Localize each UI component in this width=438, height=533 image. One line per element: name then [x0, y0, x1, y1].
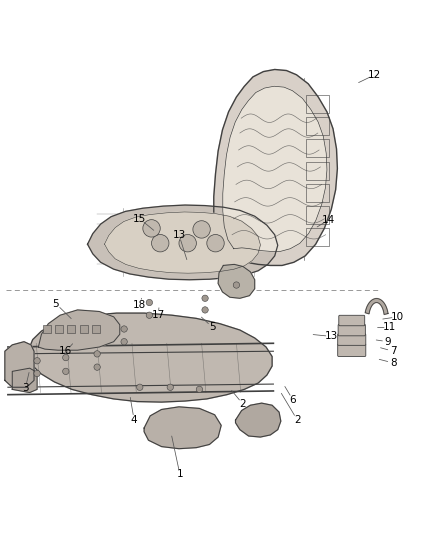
Circle shape	[167, 384, 173, 391]
Circle shape	[121, 338, 127, 345]
Text: 17: 17	[152, 310, 165, 320]
Text: 4: 4	[131, 415, 138, 425]
Text: 6: 6	[290, 395, 296, 405]
Bar	[80, 325, 88, 333]
Circle shape	[34, 370, 40, 377]
Polygon shape	[223, 86, 327, 252]
Text: 14: 14	[322, 215, 336, 225]
FancyBboxPatch shape	[338, 334, 366, 345]
FancyBboxPatch shape	[339, 316, 365, 326]
Text: 2: 2	[240, 399, 246, 409]
Circle shape	[34, 358, 40, 364]
Bar	[306, 140, 328, 157]
Text: 18: 18	[133, 300, 146, 310]
Text: 8: 8	[390, 358, 396, 368]
Text: 3: 3	[22, 383, 28, 393]
Circle shape	[233, 282, 240, 288]
Text: 11: 11	[383, 322, 396, 333]
Polygon shape	[105, 212, 261, 273]
Circle shape	[146, 300, 152, 306]
Circle shape	[193, 221, 210, 238]
Text: 5: 5	[53, 298, 59, 309]
Text: 15: 15	[133, 214, 146, 224]
Circle shape	[121, 326, 127, 332]
Polygon shape	[365, 298, 388, 314]
Polygon shape	[218, 264, 254, 298]
Bar	[43, 325, 51, 333]
Polygon shape	[27, 313, 272, 402]
Circle shape	[94, 351, 100, 357]
Text: 16: 16	[59, 346, 72, 356]
Circle shape	[196, 386, 203, 392]
Polygon shape	[5, 342, 34, 387]
Polygon shape	[214, 69, 337, 265]
FancyBboxPatch shape	[338, 324, 365, 336]
Circle shape	[94, 364, 100, 370]
Polygon shape	[88, 205, 278, 280]
Bar	[55, 325, 63, 333]
Polygon shape	[236, 403, 281, 437]
Text: 13: 13	[325, 332, 338, 342]
Text: 12: 12	[368, 70, 381, 80]
Bar	[67, 325, 75, 333]
Text: 5: 5	[209, 322, 216, 333]
Circle shape	[207, 235, 224, 252]
Bar	[306, 206, 328, 224]
Text: 7: 7	[390, 346, 396, 356]
Text: 10: 10	[391, 312, 404, 322]
Bar	[306, 95, 328, 113]
Polygon shape	[144, 407, 221, 449]
Circle shape	[152, 235, 169, 252]
Polygon shape	[12, 368, 37, 392]
Circle shape	[63, 354, 69, 361]
Text: 9: 9	[385, 337, 391, 346]
Circle shape	[143, 220, 160, 237]
Circle shape	[202, 307, 208, 313]
Circle shape	[202, 295, 208, 302]
Circle shape	[137, 384, 143, 391]
Bar	[306, 117, 328, 135]
Circle shape	[63, 368, 69, 375]
Bar	[306, 161, 328, 180]
Text: 1: 1	[177, 469, 183, 479]
Text: 2: 2	[294, 415, 300, 425]
Bar	[306, 228, 328, 246]
Bar	[306, 184, 328, 202]
Circle shape	[146, 312, 152, 318]
Polygon shape	[39, 310, 120, 350]
FancyBboxPatch shape	[338, 344, 366, 357]
Circle shape	[179, 235, 196, 252]
Text: 13: 13	[172, 230, 186, 240]
Bar	[92, 325, 100, 333]
